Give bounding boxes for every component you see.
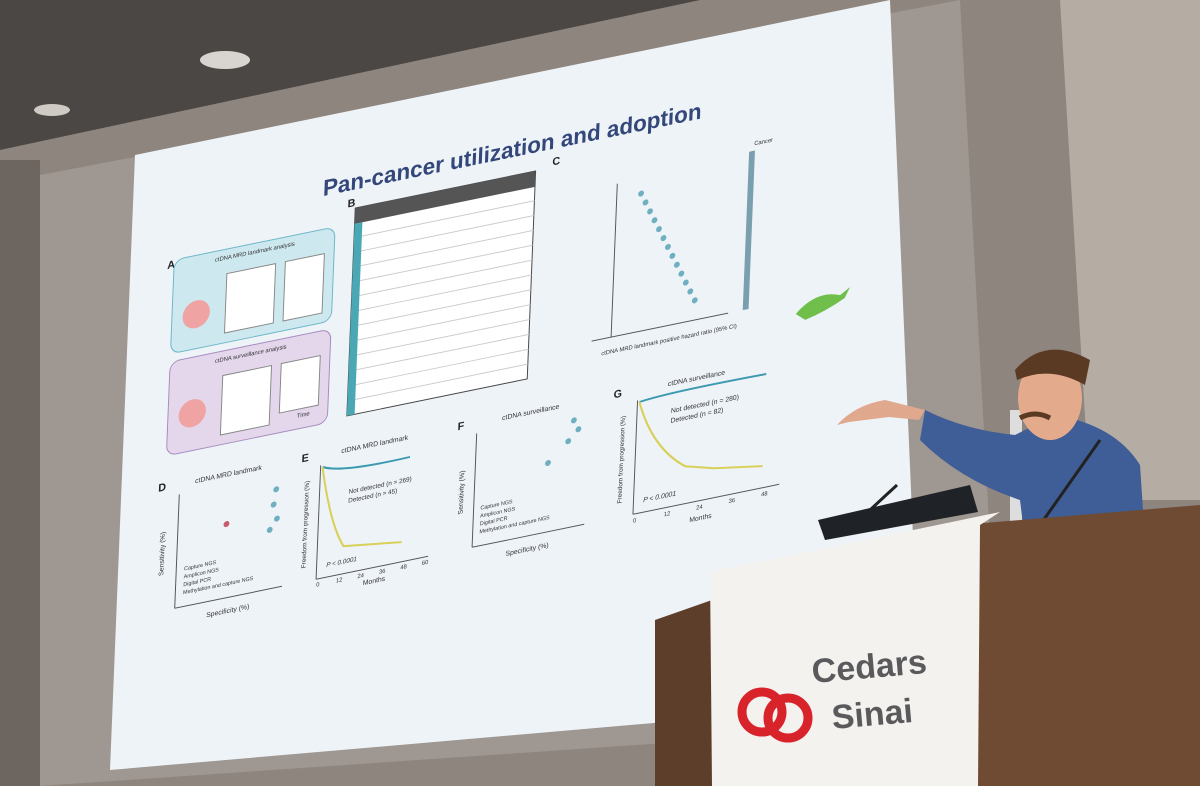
table-color-strip [346,222,363,416]
hair [1015,349,1090,385]
axis-line [174,585,282,609]
panel-letter: G [613,388,622,402]
lung-icon [182,300,210,329]
head [1018,356,1082,440]
scatter-points [545,417,582,467]
left-wall [0,160,40,786]
table-header [354,170,536,224]
cancer-strip [742,150,755,311]
panel-inner [223,263,277,334]
table-rows [347,200,535,402]
panel-letter: B [347,197,355,211]
axis-line [316,555,429,580]
forest-points [638,190,698,304]
axis-label: Sensitivity (%) [458,470,467,515]
panel-letter: E [301,452,309,465]
x-tick-label: 36 [379,568,386,575]
microphone [868,483,899,512]
survival-curve [321,466,402,548]
axis-line [472,523,585,548]
survival-curve [322,455,410,470]
axis-line [591,312,729,342]
panel-inner [282,253,325,322]
lung-icon [178,399,206,428]
panel-letter: D [158,481,166,495]
x-tick-label: 0 [316,582,320,589]
x-tick-label: 48 [400,564,407,571]
panel-letter: A [167,258,175,272]
axis-line [610,183,618,338]
axis-label: Months [363,576,386,588]
axis-line [471,433,478,548]
x-tick-label: 24 [357,573,364,580]
x-tick-label: 12 [664,511,671,518]
right-wall [880,0,1200,500]
scatter-points [223,486,280,533]
logo-mark [737,687,813,743]
panel-letter: F [457,420,464,433]
x-ticks: 0 12 24 36 48 60 [316,560,429,589]
axis-label: Freedom from progression (%) [301,480,311,569]
microphone [1038,439,1102,526]
axis-label: Freedom from progression (%) [617,415,627,504]
ceiling-light [200,51,250,69]
panel-letter: C [552,155,560,169]
suit [920,410,1145,540]
podium-wood [655,600,712,786]
legend-entry: Digital PCR [480,516,508,528]
legend-entry: Digital PCR [183,577,211,589]
axis-line [632,483,780,515]
hand [837,400,925,425]
survival-curve [639,373,767,403]
monitor [818,485,978,540]
logo-text: Sinai [830,692,914,737]
x-tick-label: 12 [336,577,343,584]
panel-caption: Time [297,411,311,420]
x-tick-label: 0 [633,518,637,525]
x-tick-label: 48 [761,491,768,498]
ceiling [0,0,700,150]
x-tick-label: 60 [422,560,429,567]
panel-inner [219,364,273,436]
axis-line [632,400,639,515]
x-ticks: 0 12 24 36 48 [633,491,768,525]
panel-inner [278,354,321,414]
axis-line [174,494,180,609]
legend-header: Cancer [754,138,773,148]
axis-label: Sensitivity (%) [158,531,167,576]
axis-line [315,465,322,580]
survival-curve [638,401,763,470]
mustache [1018,411,1052,421]
x-tick-label: 24 [696,504,703,511]
x-tick-label: 36 [728,498,735,505]
axis-label: Months [689,513,712,525]
ceiling-light [34,104,70,116]
podium-wood [960,505,1200,786]
croc-icon [795,287,851,320]
